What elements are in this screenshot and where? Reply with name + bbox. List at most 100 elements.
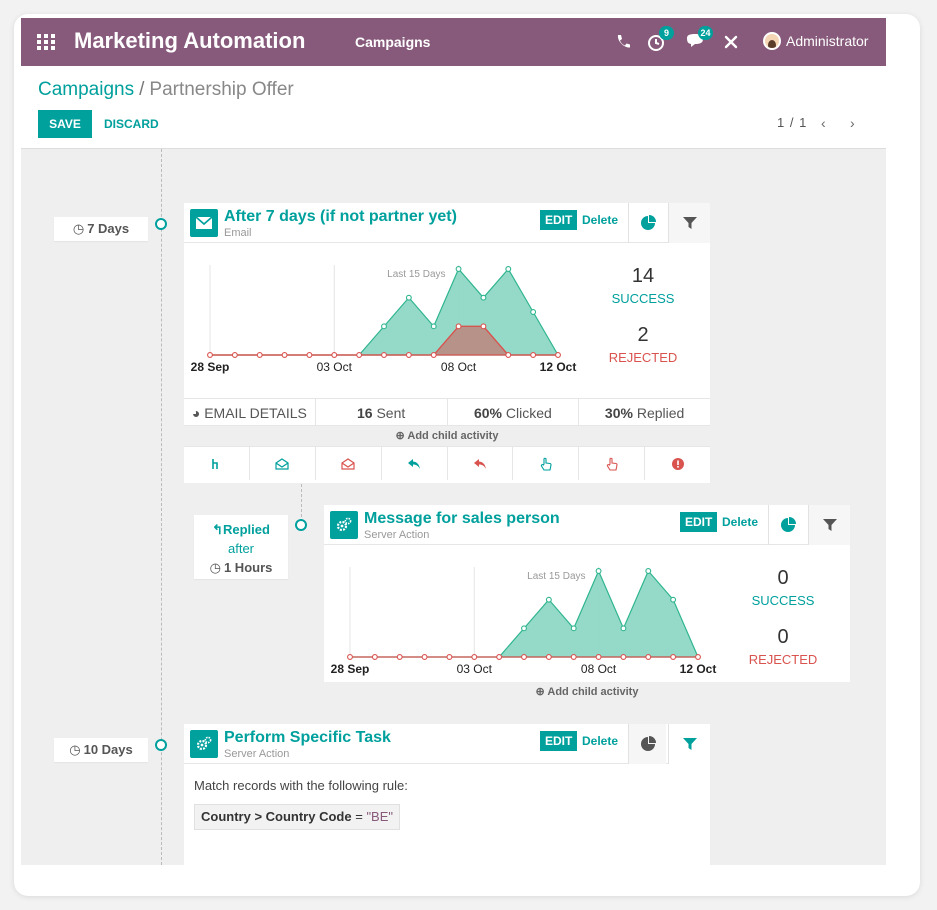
not-opened-trigger[interactable] <box>316 447 382 480</box>
bounced-trigger[interactable] <box>645 447 710 480</box>
rule-value: "BE" <box>366 809 394 824</box>
not-clicked-icon <box>606 457 618 471</box>
x-tick-label: 12 Oct <box>680 662 717 676</box>
email-icon <box>190 209 218 237</box>
rejected-point <box>371 654 378 660</box>
delay-badge: ↰Replied after ◷ 1 Hours <box>194 515 288 579</box>
pager-value[interactable]: 1 / 1 <box>777 115 808 130</box>
trigger-icon-row <box>184 446 710 480</box>
menu-campaigns[interactable]: Campaigns <box>355 34 431 50</box>
success-count: 0 <box>777 567 789 589</box>
success-point <box>595 568 602 574</box>
opened-trigger[interactable] <box>250 447 316 480</box>
debug-tools-icon[interactable] <box>721 32 741 52</box>
success-count: 14 <box>631 265 655 287</box>
not-clicked-trigger[interactable] <box>579 447 646 480</box>
delete-button[interactable]: Delete <box>582 734 619 748</box>
rejected-point <box>231 352 238 358</box>
email-details-button[interactable]: ◕ EMAIL DETAILS <box>184 399 316 425</box>
delay-after-text: after <box>227 541 254 556</box>
messages-icon[interactable]: 24 <box>685 26 713 52</box>
rejected-count: 2 <box>637 324 649 346</box>
activity-chart: Last 15 Days 28 Sep 03 Oct 08 Oct 12 Oct <box>331 567 717 676</box>
child-connector-line <box>301 469 302 517</box>
click-icon <box>212 458 219 469</box>
timeline-node <box>155 218 167 230</box>
delay-value-wrap: ◷ 1 Hours <box>194 558 288 577</box>
pie-chart-icon <box>640 215 656 230</box>
click-trigger[interactable] <box>184 447 250 480</box>
tab-statistics[interactable] <box>628 724 666 764</box>
rejected-point <box>331 352 338 358</box>
activity-title[interactable]: Message for sales person <box>364 510 560 527</box>
activity-title[interactable]: Perform Specific Task <box>224 729 391 746</box>
timeline-node <box>155 739 167 751</box>
x-tick-label: 08 Oct <box>581 662 617 676</box>
success-point <box>645 568 652 574</box>
chart-title: Last 15 Days <box>527 571 585 582</box>
rejected-point <box>645 654 652 660</box>
rejected-point <box>496 654 503 660</box>
breadcrumb-current: Partnership Offer <box>149 79 294 100</box>
tab-statistics[interactable] <box>768 505 806 545</box>
pager-previous-button[interactable]: ‹ <box>821 115 826 131</box>
success-point <box>381 323 387 330</box>
delete-button[interactable]: Delete <box>582 213 619 227</box>
not-replied-trigger[interactable] <box>448 447 514 480</box>
reply-icon: ↰ <box>212 522 223 537</box>
breadcrumb-campaigns-link[interactable]: Campaigns <box>38 79 135 100</box>
replied-stat[interactable]: 30% Replied <box>604 405 685 421</box>
x-tick-label: 28 Sep <box>331 662 370 676</box>
success-point <box>430 323 437 330</box>
success-point <box>570 625 577 632</box>
rejected-point <box>455 323 462 330</box>
plus-circle-icon: ⊕ <box>535 686 548 698</box>
rejected-point <box>347 654 353 660</box>
clicked-trigger[interactable] <box>513 447 580 480</box>
rejected-count: 0 <box>777 626 789 648</box>
opened-icon <box>275 457 289 470</box>
edit-button[interactable]: EDIT <box>540 731 578 751</box>
apps-grid-icon[interactable] <box>37 34 55 50</box>
success-area <box>350 569 699 658</box>
domain-rule[interactable]: Country > Country Code = "BE" <box>194 804 401 830</box>
discard-button[interactable]: DISCARD <box>104 117 159 131</box>
top-navbar: Marketing Automation Campaigns 9 24 Admi… <box>21 18 886 66</box>
delete-button[interactable]: Delete <box>722 515 759 529</box>
user-menu[interactable]: Administrator <box>763 32 868 50</box>
success-label: SUCCESS <box>611 291 675 306</box>
activity-type: Server Action <box>364 529 430 541</box>
filter-icon <box>682 738 697 750</box>
replied-trigger[interactable] <box>382 447 448 480</box>
tab-filter[interactable] <box>668 724 710 764</box>
rejected-point <box>430 352 437 358</box>
clock-icon: ◷ <box>209 560 221 575</box>
pager-next-button[interactable]: › <box>850 115 855 131</box>
save-button[interactable]: SAVE <box>38 110 92 138</box>
activity-title[interactable]: After 7 days (if not partner yet) <box>224 208 457 225</box>
app-title[interactable]: Marketing Automation <box>74 28 306 53</box>
activity-count-badge: 9 <box>659 26 674 40</box>
tab-filter[interactable] <box>668 203 710 243</box>
add-child-activity-button[interactable]: ⊕ Add child activity <box>184 426 710 446</box>
clicked-stat[interactable]: 60% Clicked <box>448 399 580 425</box>
rejected-point <box>381 352 387 358</box>
success-point <box>620 625 627 632</box>
rejected-label: REJECTED <box>748 652 818 667</box>
edit-button[interactable]: EDIT <box>680 512 718 532</box>
rejected-point <box>555 352 561 358</box>
bounced-icon <box>671 457 684 470</box>
sent-stat[interactable]: 16 Sent <box>316 399 448 425</box>
edit-button[interactable]: EDIT <box>540 210 578 230</box>
gears-icon <box>330 511 358 539</box>
success-point <box>670 596 677 603</box>
pie-chart-icon: ◕ <box>191 405 205 421</box>
x-tick-label: 03 Oct <box>457 662 493 676</box>
tab-filter[interactable] <box>808 505 850 545</box>
email-stats-bar: ◕ EMAIL DETAILS 16 Sent 60% Clicked 30% … <box>184 398 710 426</box>
add-child-activity-button[interactable]: ⊕ Add child activity <box>324 682 850 702</box>
tab-statistics[interactable] <box>628 203 666 243</box>
phone-icon[interactable] <box>613 32 633 52</box>
rejected-point <box>480 323 487 330</box>
activity-icon[interactable]: 9 <box>646 26 674 52</box>
